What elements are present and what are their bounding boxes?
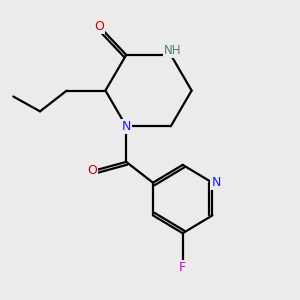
Text: N: N — [122, 120, 131, 133]
Text: O: O — [94, 20, 104, 33]
Text: N: N — [211, 176, 221, 189]
Text: NH: NH — [164, 44, 181, 57]
Text: O: O — [87, 164, 97, 177]
Text: F: F — [179, 261, 186, 274]
